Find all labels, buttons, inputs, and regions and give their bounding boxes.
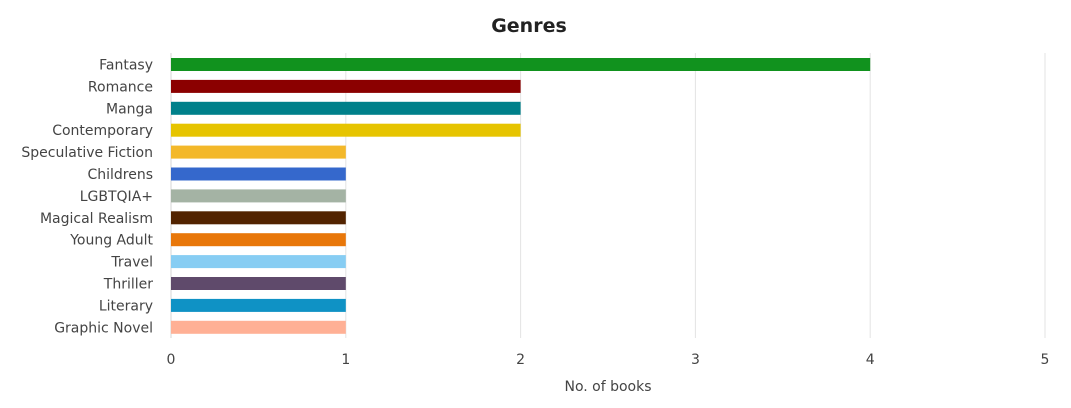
x-tick-label: 5 — [1041, 352, 1050, 368]
category-label: Travel — [110, 255, 153, 271]
x-tick-label: 1 — [341, 352, 350, 368]
gridlines — [170, 53, 1046, 338]
bars — [171, 58, 871, 334]
bar-romance[interactable] — [171, 79, 521, 93]
x-tick-label: 0 — [167, 352, 176, 368]
bar-manga[interactable] — [171, 101, 521, 115]
bar-childrens[interactable] — [171, 167, 346, 181]
bar-speculative-fiction[interactable] — [171, 145, 346, 159]
bar-graphic-novel[interactable] — [171, 320, 346, 334]
category-label: Graphic Novel — [54, 320, 153, 336]
category-label: Contemporary — [52, 123, 153, 139]
bar-magical-realism[interactable] — [171, 211, 346, 225]
bar-young-adult[interactable] — [171, 233, 346, 247]
category-label: Thriller — [103, 277, 153, 293]
bar-fantasy[interactable] — [171, 58, 871, 71]
x-axis-label: No. of books — [564, 379, 651, 395]
x-tick-labels: 0 1 2 3 4 5 — [167, 352, 1050, 368]
category-label: LGBTQIA+ — [80, 189, 153, 205]
category-label: Literary — [99, 298, 153, 314]
category-label: Childrens — [87, 167, 153, 183]
category-label: Romance — [88, 79, 153, 95]
category-label: Speculative Fiction — [21, 145, 153, 161]
category-label: Fantasy — [99, 58, 153, 74]
bar-travel[interactable] — [171, 255, 346, 269]
category-label: Manga — [106, 101, 153, 117]
bar-lgbtqia-[interactable] — [171, 189, 346, 203]
category-label: Young Adult — [69, 233, 153, 249]
chart-title: Genres — [491, 15, 567, 37]
x-tick-label: 2 — [516, 352, 525, 368]
x-tick-label: 3 — [691, 352, 700, 368]
category-labels: Fantasy Romance Manga Contemporary Speculati… — [21, 58, 153, 337]
category-label: Magical Realism — [40, 211, 153, 227]
bar-literary[interactable] — [171, 298, 346, 312]
bar-thriller[interactable] — [171, 277, 346, 290]
x-tick-label: 4 — [866, 352, 875, 368]
bar-contemporary[interactable] — [171, 123, 521, 137]
